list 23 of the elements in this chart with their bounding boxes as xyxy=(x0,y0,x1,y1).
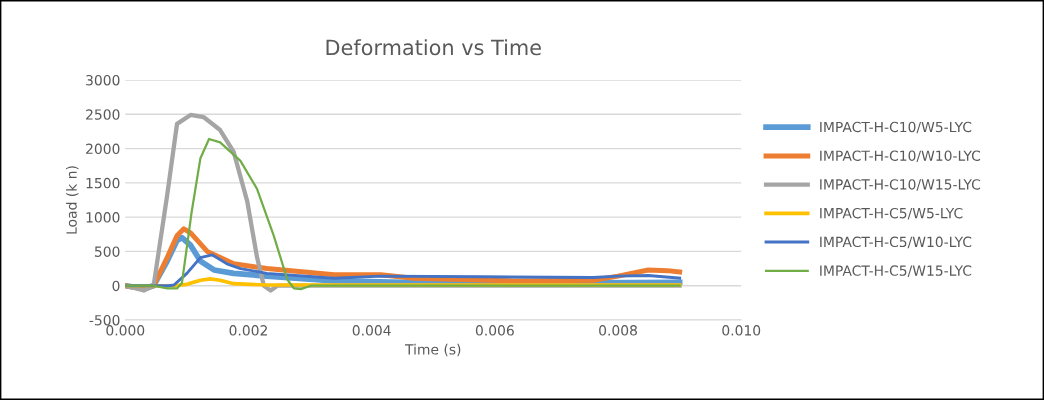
x-tick-label: 0.006 xyxy=(475,325,514,336)
x-tick-label: 0.002 xyxy=(229,325,267,336)
y-tick-label: 2000 xyxy=(86,143,120,155)
legend-label: IMPACT-H-C10/W5-LYC xyxy=(820,121,972,134)
legend-label: IMPACT-H-C10/W15-LYC xyxy=(820,179,981,191)
y-tick-label: 500 xyxy=(94,246,120,257)
chart-title: Deformation vs Time xyxy=(326,39,541,56)
y-tick-label: 0 xyxy=(112,280,120,292)
x-tick-label: 0.000 xyxy=(106,325,145,336)
x-tick-label: 0.008 xyxy=(599,325,637,336)
x-tick-label: 0.010 xyxy=(722,325,761,336)
y-tick-label: -500 xyxy=(89,314,120,326)
legend-label: IMPACT-H-C10/W10-LYC xyxy=(820,150,981,163)
y-tick-label: 1500 xyxy=(86,177,120,189)
x-tick-label: 0.004 xyxy=(352,325,391,336)
x-axis-title: Time (s) xyxy=(404,343,461,357)
legend-label: IMPACT-H-C5/W15-LYC xyxy=(820,265,972,277)
y-tick-label: 3000 xyxy=(86,74,120,86)
legend-label: IMPACT-H-C5/W10-LYC xyxy=(820,236,972,249)
legend-label: IMPACT-H-C5/W5-LYC xyxy=(820,207,963,220)
y-tick-label: 2500 xyxy=(86,109,120,120)
y-tick-label: 1000 xyxy=(86,212,120,223)
y-axis-title: Load (k n) xyxy=(66,166,79,234)
